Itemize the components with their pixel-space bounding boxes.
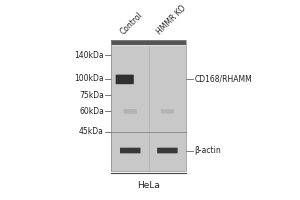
Bar xyxy=(111,40,186,171)
Text: 45kDa: 45kDa xyxy=(79,127,104,136)
FancyBboxPatch shape xyxy=(120,148,140,153)
Text: 100kDa: 100kDa xyxy=(74,74,104,83)
Text: HeLa: HeLa xyxy=(137,181,160,190)
FancyBboxPatch shape xyxy=(124,109,137,114)
FancyBboxPatch shape xyxy=(116,75,134,84)
Text: Control: Control xyxy=(118,11,144,37)
Text: 60kDa: 60kDa xyxy=(79,107,104,116)
Text: HMMR KO: HMMR KO xyxy=(155,4,188,37)
Text: CD168/RHAMM: CD168/RHAMM xyxy=(195,75,252,84)
Bar xyxy=(111,40,186,45)
Text: 75kDa: 75kDa xyxy=(79,91,104,100)
Text: 140kDa: 140kDa xyxy=(74,51,104,60)
FancyBboxPatch shape xyxy=(157,148,178,153)
FancyBboxPatch shape xyxy=(161,109,174,114)
Bar xyxy=(111,45,186,46)
Text: β-actin: β-actin xyxy=(195,146,221,155)
Bar xyxy=(111,46,186,171)
